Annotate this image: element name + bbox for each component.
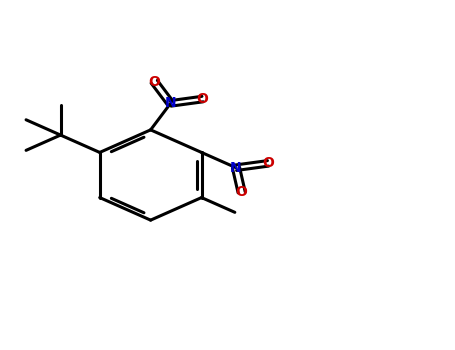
Text: O: O	[148, 75, 160, 89]
Text: N: N	[165, 96, 177, 110]
Text: O: O	[197, 92, 208, 106]
Text: O: O	[236, 186, 248, 199]
Text: N: N	[230, 161, 242, 175]
Text: O: O	[262, 156, 274, 170]
